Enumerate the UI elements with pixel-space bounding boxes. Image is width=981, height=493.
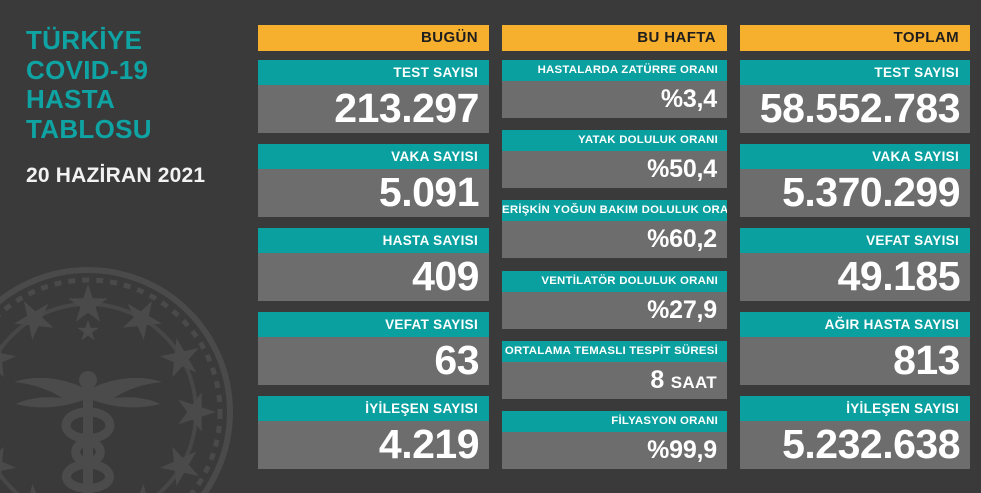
stat-label: ORTALAMA TEMASLI TESPİT SÜRESİ — [502, 340, 727, 362]
stat-row: VEFAT SAYISI 49.185 — [740, 228, 970, 301]
stat-row: VAKA SAYISI 5.370.299 — [740, 144, 970, 217]
stat-label: AĞIR HASTA SAYISI — [740, 312, 970, 337]
stat-row: ERİŞKİN YOĞUN BAKIM DOLULUK ORANI %60,2 — [502, 200, 727, 259]
stat-label: YATAK DOLULUK ORANI — [502, 130, 727, 152]
column-header-today: BUGÜN — [258, 25, 489, 51]
stat-value: %50,4 — [502, 151, 727, 189]
stat-label: TEST SAYISI — [740, 60, 970, 85]
stat-row: VENTİLATÖR DOLULUK ORANI %27,9 — [502, 270, 727, 329]
stat-row: ORTALAMA TEMASLI TESPİT SÜRESİ 8 SAAT — [502, 340, 727, 399]
column-this-week-rows: HASTALARDA ZATÜRRE ORANI %3,4 YATAK DOLU… — [502, 51, 727, 469]
stat-value: 213.297 — [258, 85, 489, 133]
stat-value: 5.091 — [258, 169, 489, 217]
stat-value-unit: SAAT — [670, 372, 717, 392]
column-today-rows: TEST SAYISI 213.297 VAKA SAYISI 5.091 HA… — [258, 51, 489, 469]
stat-value: 5.232.638 — [740, 421, 970, 469]
stat-row: FİLYASYON ORANI %99,9 — [502, 410, 727, 469]
stat-value: %27,9 — [502, 291, 727, 329]
stat-value: 813 — [740, 337, 970, 385]
column-today: BUGÜN TEST SAYISI 213.297 VAKA SAYISI 5.… — [258, 25, 489, 469]
stat-label: HASTA SAYISI — [258, 228, 489, 253]
stat-value: %99,9 — [502, 431, 727, 469]
column-this-week: BU HAFTA HASTALARDA ZATÜRRE ORANI %3,4 Y… — [502, 25, 727, 469]
column-total-rows: TEST SAYISI 58.552.783 VAKA SAYISI 5.370… — [740, 51, 970, 469]
stat-label: VEFAT SAYISI — [740, 228, 970, 253]
stat-label: VAKA SAYISI — [740, 144, 970, 169]
stat-label: VAKA SAYISI — [258, 144, 489, 169]
stat-label: VENTİLATÖR DOLULUK ORANI — [502, 270, 727, 292]
page-title: TÜRKİYE COVID-19 HASTA TABLOSU 20 HAZİRA… — [26, 25, 246, 188]
stat-value: %3,4 — [502, 81, 727, 118]
ministry-of-health-logo-watermark — [0, 262, 238, 493]
stat-row: AĞIR HASTA SAYISI 813 — [740, 312, 970, 385]
report-date: 20 HAZİRAN 2021 — [26, 163, 206, 187]
stat-row: VAKA SAYISI 5.091 — [258, 144, 489, 217]
stat-row: YATAK DOLULUK ORANI %50,4 — [502, 130, 727, 189]
stat-label: VEFAT SAYISI — [258, 312, 489, 337]
stat-row: İYİLEŞEN SAYISI 5.232.638 — [740, 396, 970, 469]
stat-value: 63 — [258, 337, 489, 385]
title-line-2: COVID-19 — [26, 54, 149, 85]
title-line-3: HASTA — [26, 84, 116, 115]
stat-value: 58.552.783 — [740, 85, 970, 133]
stat-value: 409 — [258, 253, 489, 301]
stat-label: İYİLEŞEN SAYISI — [740, 396, 970, 421]
stat-label: HASTALARDA ZATÜRRE ORANI — [502, 60, 727, 81]
stat-label: İYİLEŞEN SAYISI — [258, 396, 489, 421]
stat-row: VEFAT SAYISI 63 — [258, 312, 489, 385]
stat-row: TEST SAYISI 58.552.783 — [740, 60, 970, 133]
stat-label: TEST SAYISI — [258, 60, 489, 85]
stat-row: HASTA SAYISI 409 — [258, 228, 489, 301]
stat-row: İYİLEŞEN SAYISI 4.219 — [258, 396, 489, 469]
column-total: TOPLAM TEST SAYISI 58.552.783 VAKA SAYIS… — [740, 25, 970, 469]
stat-label: FİLYASYON ORANI — [502, 410, 727, 432]
stat-row: TEST SAYISI 213.297 — [258, 60, 489, 133]
stat-value: 49.185 — [740, 253, 970, 301]
title-line-1: TÜRKİYE — [26, 25, 143, 55]
stat-value-number: 8 — [650, 365, 665, 394]
stat-label: ERİŞKİN YOĞUN BAKIM DOLULUK ORANI — [502, 200, 727, 222]
stat-row: HASTALARDA ZATÜRRE ORANI %3,4 — [502, 60, 727, 118]
column-header-total: TOPLAM — [740, 25, 970, 51]
stat-value: 5.370.299 — [740, 169, 970, 217]
column-header-this-week: BU HAFTA — [502, 25, 727, 51]
stats-columns: BUGÜN TEST SAYISI 213.297 VAKA SAYISI 5.… — [258, 25, 970, 469]
stat-value: 8 SAAT — [502, 361, 727, 399]
title-line-4: TABLOSU — [26, 113, 152, 144]
stat-value: 4.219 — [258, 421, 489, 469]
stat-value: %60,2 — [502, 221, 727, 259]
